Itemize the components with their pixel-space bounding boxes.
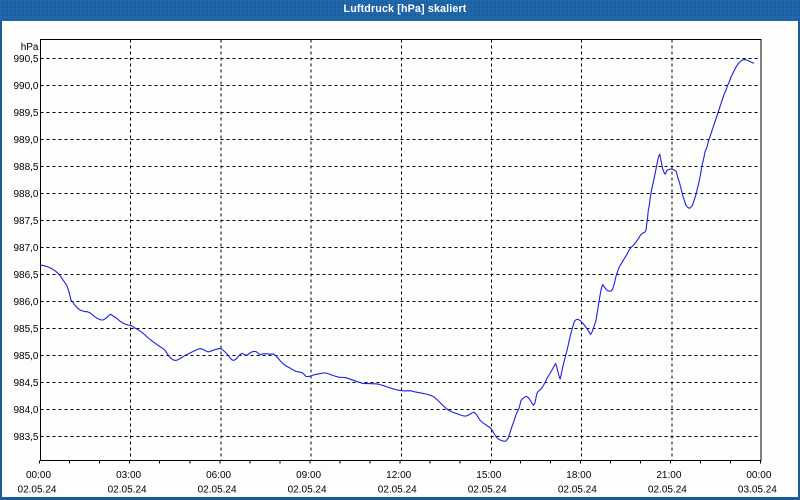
svg-text:02.05.24: 02.05.24	[468, 485, 507, 496]
svg-text:06:00: 06:00	[206, 470, 231, 481]
svg-text:03.05.24: 03.05.24	[738, 485, 777, 496]
svg-text:990,5: 990,5	[13, 54, 38, 65]
svg-text:990,0: 990,0	[13, 81, 38, 92]
svg-text:15:00: 15:00	[476, 470, 501, 481]
svg-text:18:00: 18:00	[566, 470, 591, 481]
svg-text:09:00: 09:00	[296, 470, 321, 481]
svg-text:987,0: 987,0	[13, 243, 38, 254]
svg-text:02.05.24: 02.05.24	[108, 485, 147, 496]
svg-text:983,5: 983,5	[13, 432, 38, 443]
svg-text:984,0: 984,0	[13, 405, 38, 416]
svg-text:987,5: 987,5	[13, 216, 38, 227]
svg-text:985,0: 985,0	[13, 351, 38, 362]
svg-text:986,0: 986,0	[13, 297, 38, 308]
svg-text:00:00: 00:00	[746, 470, 771, 481]
svg-text:02.05.24: 02.05.24	[18, 485, 57, 496]
svg-text:02.05.24: 02.05.24	[558, 485, 597, 496]
svg-text:02.05.24: 02.05.24	[648, 485, 687, 496]
svg-text:00:00: 00:00	[26, 470, 51, 481]
svg-text:984,5: 984,5	[13, 378, 38, 389]
svg-text:988,0: 988,0	[13, 189, 38, 200]
svg-text:985,5: 985,5	[13, 324, 38, 335]
svg-text:989,5: 989,5	[13, 108, 38, 119]
svg-text:988,5: 988,5	[13, 162, 38, 173]
svg-text:21:00: 21:00	[656, 470, 681, 481]
svg-text:12:00: 12:00	[386, 470, 411, 481]
svg-text:02.05.24: 02.05.24	[288, 485, 327, 496]
svg-text:02.05.24: 02.05.24	[378, 485, 417, 496]
svg-text:02.05.24: 02.05.24	[198, 485, 237, 496]
svg-text:hPa: hPa	[21, 42, 39, 53]
svg-text:986,5: 986,5	[13, 270, 38, 281]
svg-text:989,0: 989,0	[13, 135, 38, 146]
svg-text:03:00: 03:00	[116, 470, 141, 481]
